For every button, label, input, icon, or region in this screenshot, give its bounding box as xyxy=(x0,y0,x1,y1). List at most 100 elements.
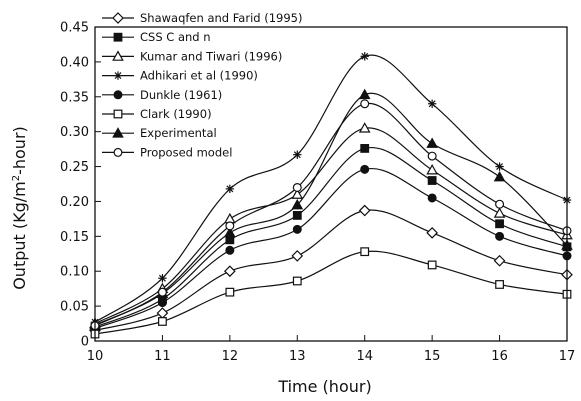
y-axis-title-superscript: 2 xyxy=(11,175,22,181)
series-1-point-4 xyxy=(360,144,370,153)
series-5-point-6 xyxy=(495,280,504,289)
x-tick-label-3: 13 xyxy=(289,349,306,364)
series-2-point-3 xyxy=(291,188,304,199)
legend-item-4-label: Dunkle (1961) xyxy=(140,88,222,102)
series-4-point-4 xyxy=(360,164,370,174)
series-5-point-5 xyxy=(427,260,437,270)
legend-item-5: Clark (1990) xyxy=(102,107,212,121)
series-7-point-5 xyxy=(427,151,437,161)
legend-item-3: Adhikari et al (1990) xyxy=(102,69,258,83)
legend-item-3-label: Adhikari et al (1990) xyxy=(140,69,258,83)
y-axis-title-main: Output (Kg/m xyxy=(10,181,29,290)
legend-item-0-marker xyxy=(112,12,124,24)
series-3-point-4-stroke-3 xyxy=(361,52,369,60)
series-1-point-5 xyxy=(427,176,437,185)
series-3-point-1-stroke-3 xyxy=(158,274,166,282)
series-5-point-1 xyxy=(158,317,167,326)
series-7-point-1 xyxy=(157,287,167,297)
series-3-point-6-stroke-3 xyxy=(496,163,504,171)
y-tick-label-2: 0.10 xyxy=(60,265,89,280)
legend-item-2-marker xyxy=(112,50,124,61)
y-tick-label-5: 0.25 xyxy=(60,160,89,175)
legend-item-2: Kumar and Tiwari (1996) xyxy=(102,49,282,63)
series-6-line xyxy=(94,92,568,326)
series-0-point-1 xyxy=(156,307,169,319)
y-tick-label-8: 0.40 xyxy=(60,55,89,70)
series-3-point-4 xyxy=(360,52,369,61)
series-3-point-6 xyxy=(495,162,504,171)
x-axis-title: Time (hour) xyxy=(277,377,371,396)
legend-item-1-marker xyxy=(113,32,123,42)
series-3-point-2-stroke-3 xyxy=(226,185,234,193)
series-0-point-5 xyxy=(426,226,438,239)
plot-frame xyxy=(94,26,568,342)
series-5-point-2 xyxy=(225,287,235,297)
legend-item-3-marker xyxy=(113,71,123,80)
series-1-point-6 xyxy=(495,219,504,229)
y-tick-label-6: 0.30 xyxy=(60,125,89,140)
legend-item-3-marker-stroke-3 xyxy=(114,72,122,80)
y-tick-label-0: 0 xyxy=(81,335,89,350)
y-tick-label-7: 0.35 xyxy=(60,90,89,105)
series-0-point-2 xyxy=(224,265,236,278)
legend-item-0-label: Shawaqfen and Farid (1995) xyxy=(140,11,302,25)
y-axis-title: Output (Kg/m2-hour) xyxy=(10,126,29,290)
legend-item-2-label: Kumar and Tiwari (1996) xyxy=(140,49,282,63)
x-tick-label-7: 17 xyxy=(559,349,576,364)
series-2-point-5 xyxy=(426,164,438,175)
series-3-point-2 xyxy=(225,184,235,194)
series-6-point-2 xyxy=(224,226,236,238)
axes-layer: 0 0.05 0.10 0.15 0.20 0.25 0.30 0.35 0.40 0.45 10 1… xyxy=(60,21,575,365)
series-0-point-6 xyxy=(493,254,506,267)
x-tick-label-4: 14 xyxy=(356,349,373,364)
series-1-point-3 xyxy=(292,211,302,220)
series-5-point-4 xyxy=(360,247,370,257)
y-tick-label-1: 0.05 xyxy=(60,300,89,315)
series-6-point-6 xyxy=(493,170,506,182)
x-tick-label-6: 16 xyxy=(491,349,508,364)
legend-item-6-label: Experimental xyxy=(140,126,217,140)
y-tick-label-9: 0.45 xyxy=(60,21,89,36)
series-7-line xyxy=(94,102,568,327)
legend-item-5-label: Clark (1990) xyxy=(140,107,212,121)
series-3-point-3-stroke-3 xyxy=(293,151,301,159)
y-tick-label-4: 0.20 xyxy=(60,195,89,210)
series-7-point-4 xyxy=(360,99,370,109)
series-3-point-3 xyxy=(293,150,302,159)
legend-item-7-marker xyxy=(113,147,123,157)
series-4-point-2 xyxy=(225,245,235,255)
legend-item-7: Proposed model xyxy=(102,145,232,159)
series-3-line xyxy=(94,54,568,323)
legend-item-7-label: Proposed model xyxy=(140,145,232,159)
series-2-line xyxy=(94,127,568,325)
series-6-point-5 xyxy=(426,137,438,148)
legend-item-1: CSS C and n xyxy=(102,30,211,44)
series-4-point-1 xyxy=(157,298,167,308)
series-7-point-3 xyxy=(292,182,302,192)
series-3-point-5 xyxy=(427,99,437,108)
series-4-point-5 xyxy=(427,193,437,203)
series-2-point-6 xyxy=(493,207,506,218)
x-tick-label-0: 10 xyxy=(87,349,104,364)
series-4-point-3 xyxy=(292,224,302,234)
legend-item-4-marker xyxy=(113,90,123,100)
series-5-point-3 xyxy=(292,276,302,286)
series-7-point-2 xyxy=(225,221,235,231)
legend-item-6-marker xyxy=(112,127,124,138)
series-5-line xyxy=(94,250,568,335)
series-1-line xyxy=(94,146,568,328)
series-4 xyxy=(90,164,572,333)
series-7-point-6 xyxy=(495,199,505,209)
x-tick-label-5: 15 xyxy=(424,349,441,364)
legend-item-1-label: CSS C and n xyxy=(140,30,211,44)
legend-item-5-marker xyxy=(113,109,123,119)
series-4-point-6 xyxy=(495,231,505,241)
series-6-point-4 xyxy=(358,88,371,100)
legend-item-0: Shawaqfen and Farid (1995) xyxy=(102,11,302,25)
x-tick-label-1: 11 xyxy=(154,349,171,364)
legend: Shawaqfen and Farid (1995) CSS C and n Kum… xyxy=(102,11,302,159)
series-0-point-4 xyxy=(358,204,371,217)
series-0-line xyxy=(94,209,568,332)
series-2-point-4 xyxy=(358,122,371,133)
